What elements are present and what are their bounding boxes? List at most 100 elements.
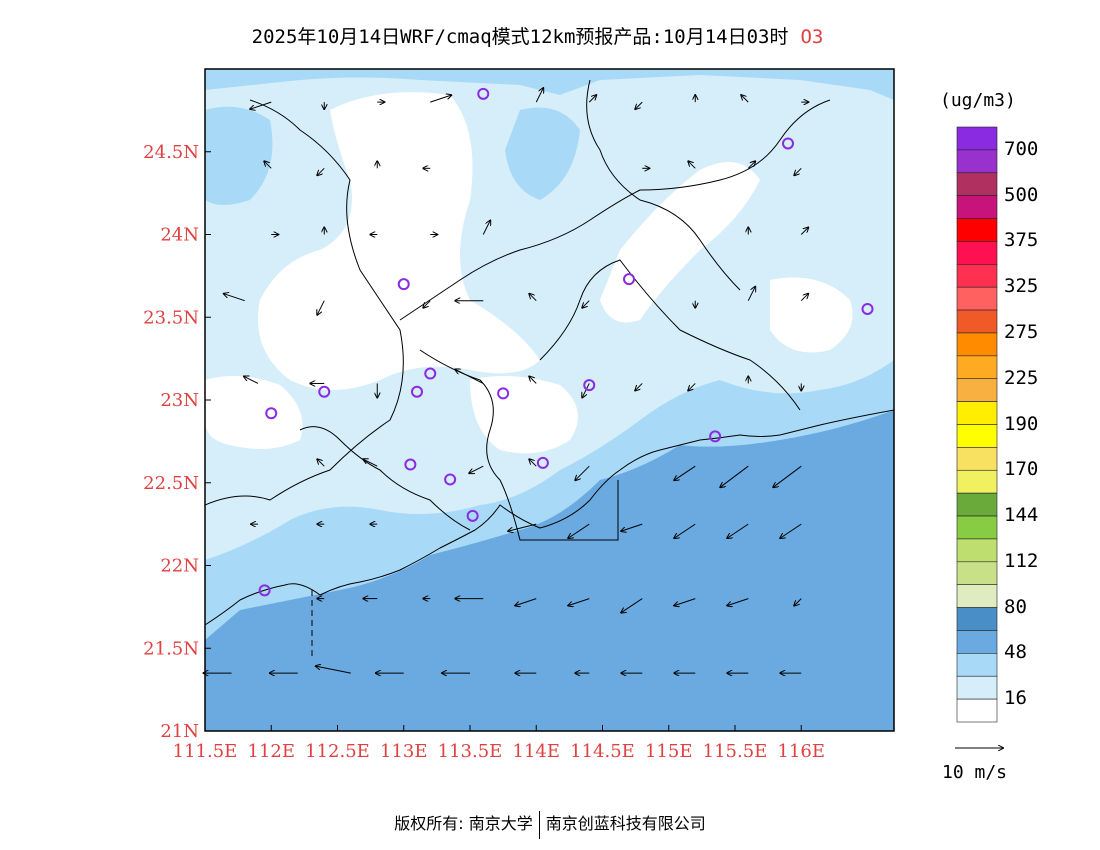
wind-arrow — [535, 88, 543, 103]
wind-arrow — [508, 523, 537, 531]
wind-arrow — [529, 376, 537, 384]
y-tick-label: 22.5N — [143, 473, 199, 494]
field-white-west — [205, 376, 303, 449]
wind-arrow — [224, 294, 245, 302]
legend-swatch — [956, 515, 998, 540]
field-blue-n — [505, 107, 580, 200]
wind-arrow — [688, 161, 696, 169]
wind-arrow — [482, 221, 490, 235]
wind-arrow — [800, 228, 808, 235]
legend-swatch — [956, 584, 998, 608]
prefecture-boundary-ne — [586, 79, 741, 291]
wind-arrow — [747, 161, 755, 169]
wind-arrow — [316, 666, 351, 674]
wind-arrow — [582, 300, 590, 308]
concentration-field — [205, 69, 894, 731]
boundaries — [205, 79, 894, 660]
wind-arrow — [773, 465, 802, 487]
wind-arrow — [264, 161, 272, 169]
wind-arrow — [575, 465, 590, 480]
legend-label: 112 — [1004, 549, 1039, 572]
station-marker — [318, 385, 331, 398]
wind-arrow — [588, 95, 596, 103]
prefecture-boundary-sw — [299, 426, 471, 531]
wind-arrow — [317, 459, 325, 467]
province-boundary-west — [205, 99, 404, 506]
legend-swatch — [956, 126, 998, 151]
legend-label: 225 — [1004, 366, 1039, 389]
legend-swatch — [956, 332, 998, 357]
station-marker — [536, 456, 549, 469]
wind-arrow — [780, 523, 802, 538]
x-tick-label: 114E — [513, 741, 561, 762]
legend-label: 16 — [1004, 687, 1027, 710]
wind-arrow — [430, 95, 451, 103]
wind-arrow — [568, 598, 590, 606]
legend-swatch — [956, 630, 998, 654]
wind-vectors — [204, 88, 809, 673]
wind-arrow — [568, 523, 590, 538]
station-marker — [411, 385, 423, 398]
legend-swatch — [956, 675, 998, 700]
footer-separator — [538, 810, 540, 839]
wind-arrow — [674, 465, 696, 480]
prefecture-boundary-east — [539, 259, 801, 411]
legend-label: 500 — [1004, 183, 1039, 206]
x-tick-label: 115.5E — [703, 741, 768, 762]
legend-swatch — [956, 401, 998, 425]
station-marker — [477, 87, 490, 100]
x-tick-label: 113.5E — [438, 741, 503, 762]
y-tick-label: 21.5N — [143, 638, 199, 659]
wind-arrow — [794, 598, 802, 606]
legend-swatch — [956, 241, 998, 265]
wind-arrow — [529, 459, 537, 467]
legend-label: 325 — [1004, 275, 1039, 298]
legend-swatch — [956, 538, 998, 563]
field-blue-nw — [205, 106, 273, 205]
station-marker — [265, 407, 278, 420]
legend-swatch — [956, 378, 998, 402]
legend-label: 700 — [1004, 137, 1039, 160]
footer-left: 版权所有: 南京大学 — [394, 814, 533, 833]
y-tick-label: 23N — [160, 390, 199, 411]
legend-swatch — [956, 469, 998, 494]
y-tick-label: 24N — [160, 225, 199, 246]
station-marker — [583, 379, 596, 392]
station-marker — [466, 509, 479, 522]
x-tick-label: 113E — [380, 741, 428, 762]
legend-unit: (ug/m3) — [940, 90, 1016, 111]
title-text: 2025年10月14日WRF/cmaq模式12km预报产品:10月14日03时 — [251, 26, 789, 48]
x-tick-label: 112E — [248, 741, 296, 762]
province-boundary-north — [399, 99, 831, 321]
legend-swatch — [956, 561, 998, 585]
coastline — [205, 409, 894, 626]
legend-swatch — [956, 195, 998, 219]
wind-reference-label: 10 m/s — [942, 762, 1008, 783]
legend-swatch — [956, 218, 998, 242]
wind-arrow — [621, 523, 643, 531]
wind-arrow — [727, 598, 749, 606]
wind-arrow — [250, 101, 272, 109]
legend-swatch — [956, 309, 998, 334]
station-marker — [424, 367, 437, 380]
station-marker — [709, 430, 722, 443]
wind-arrow — [317, 300, 325, 315]
station-marker — [404, 458, 417, 471]
field-white-delta — [470, 376, 578, 454]
legend-label: 375 — [1004, 229, 1039, 252]
station-marker — [782, 137, 794, 150]
wind-arrow — [515, 598, 537, 606]
x-tick-label: 112.5E — [305, 741, 370, 762]
wind-arrow — [674, 598, 696, 606]
species-label: O3 — [800, 26, 824, 48]
station-marker — [444, 473, 457, 486]
station-marker — [397, 278, 410, 291]
wind-arrow — [317, 167, 325, 175]
legend-label: 48 — [1004, 641, 1027, 664]
wind-arrow — [794, 167, 802, 175]
wind-arrow — [455, 369, 484, 384]
field-white-east — [600, 162, 760, 323]
legend-label: 80 — [1004, 595, 1027, 618]
legend-swatch — [956, 492, 998, 517]
